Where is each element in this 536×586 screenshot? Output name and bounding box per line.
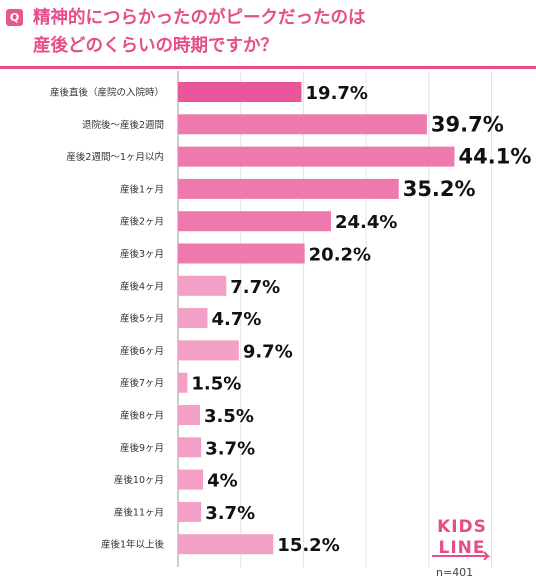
value-label: 44.1% [459, 145, 532, 169]
category-label: 産後1ヶ月 [120, 183, 164, 195]
category-label: 産後2週間〜1ヶ月以内 [66, 151, 164, 163]
value-label: 20.2% [309, 245, 371, 266]
bar [178, 469, 204, 490]
bar [178, 437, 202, 458]
value-label: 35.2% [403, 177, 476, 201]
chart-title: 精神的につらかったのがピークだったのは 産後どのくらいの時期ですか？ [33, 4, 513, 60]
category-label: 産後11ヶ月 [114, 506, 164, 518]
category-label: 退院後〜産後2週間 [82, 119, 164, 131]
logo-line-2: LINE [439, 538, 486, 558]
question-badge: Q [6, 9, 23, 26]
title-line-1: 精神的につらかったのがピークだったのは [33, 8, 366, 28]
bar [178, 114, 427, 135]
category-label: 産後1年以上後 [101, 539, 165, 551]
kidsline-logo: KIDS LINE [432, 517, 491, 560]
sample-size-label: n=401 [436, 566, 474, 579]
value-label: 7.7% [230, 277, 280, 298]
bar [178, 340, 239, 361]
bar [178, 372, 188, 393]
category-label: 産後7ヶ月 [120, 377, 164, 389]
value-label: 1.5% [191, 374, 241, 395]
category-label: 産後8ヶ月 [120, 410, 164, 422]
value-label: 19.7% [306, 83, 368, 104]
bar [178, 534, 274, 555]
header: Q 精神的につらかったのがピークだったのは 産後どのくらいの時期ですか？ [0, 0, 536, 68]
category-label: 産後5ヶ月 [120, 313, 164, 325]
value-label: 4.7% [211, 309, 261, 330]
bar [178, 146, 455, 167]
value-label: 9.7% [243, 341, 293, 362]
category-label: 産後2ヶ月 [120, 216, 164, 228]
category-label: 産後4ヶ月 [120, 280, 164, 292]
bar [178, 211, 331, 232]
bar [178, 275, 227, 296]
value-label: 39.7% [431, 112, 504, 136]
category-label: 産後10ヶ月 [114, 474, 164, 486]
value-label: 3.7% [205, 503, 255, 524]
category-label: 産後6ヶ月 [120, 345, 164, 357]
value-label: 24.4% [335, 212, 397, 233]
bar [178, 405, 200, 425]
value-label: 4% [207, 471, 238, 492]
category-label: 産後直後（産院の入院時） [50, 87, 164, 99]
logo-arrow [432, 551, 491, 560]
value-label: 3.5% [204, 406, 254, 427]
logo-line-1: KIDS [437, 517, 487, 537]
bar [178, 82, 302, 102]
bar [178, 243, 305, 264]
value-label: 15.2% [277, 535, 339, 556]
value-label: 3.7% [205, 438, 255, 459]
category-label: 産後9ヶ月 [120, 442, 164, 454]
bar-chart: 産後直後（産院の入院時） 19.7% 退院後〜産後2週間 39.7% 産後2週間〜1ヶ月… [50, 71, 532, 567]
category-label: 産後3ヶ月 [120, 248, 164, 260]
bar [178, 308, 208, 329]
title-line-2: 産後どのくらいの時期ですか？ [33, 36, 278, 56]
bar [178, 178, 399, 199]
title-divider [0, 66, 536, 69]
bar [178, 501, 202, 522]
